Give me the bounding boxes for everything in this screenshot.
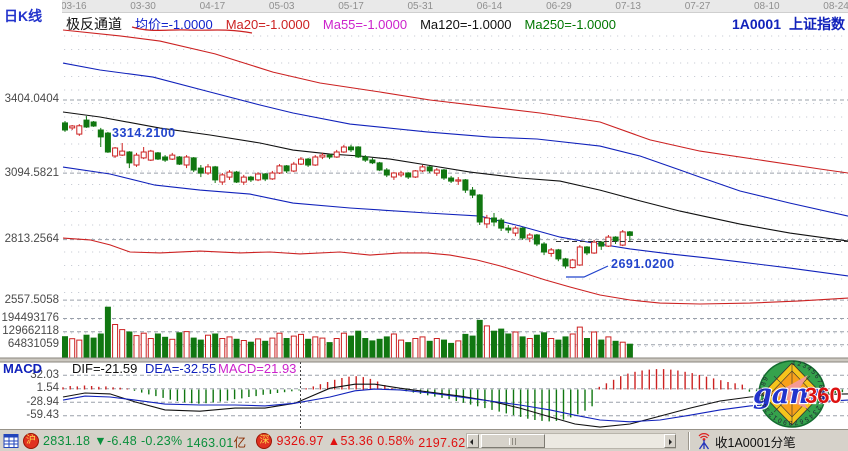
date-tick: 05-03 — [268, 1, 295, 12]
date-tick: 04-17 — [199, 1, 226, 12]
sh-turnover: 1463.01 — [186, 435, 234, 450]
axis-label: 1.54 — [36, 382, 59, 395]
statusbar-divider — [688, 432, 689, 450]
scroll-left-button[interactable] — [467, 434, 479, 448]
sh-index-value: 2831.18 — [43, 434, 91, 448]
indicator-param-row: 极反通道 均价=-1.0000 Ma20=-1.0000 Ma55=-1.0000 Ma… — [66, 14, 629, 32]
indicator-name: 极反通道 — [66, 16, 122, 32]
date-tick: 07-13 — [615, 1, 641, 12]
sz-turnover: 2197.62 — [418, 435, 466, 450]
date-tick: 08-24 — [823, 1, 848, 12]
feed-status: 收1A0001分笔 — [697, 430, 796, 451]
axis-label: 64831059 — [7, 338, 59, 351]
annotation-low: 2691.0200 — [611, 257, 675, 271]
horizontal-scrollbar[interactable] — [466, 433, 676, 449]
sz-index-change: ▲53.36 — [327, 434, 374, 448]
axis-label: 3094.5821 — [4, 166, 59, 179]
feed-status-label[interactable]: 收1A0001分笔 — [715, 435, 796, 450]
annotation-high: 3314.2100 — [112, 126, 176, 140]
date-axis: 03-16 03-30 04-17 05-03 05-17 05-31 06-14 06-29… — [62, 0, 848, 13]
date-tick: 03-30 — [130, 1, 156, 12]
sh-index-change: ▼-6.48 — [94, 434, 137, 448]
symbol-name: 上证指数 — [789, 16, 845, 32]
date-tick: 06-14 — [476, 1, 503, 12]
axis-label: 2557.5058 — [4, 293, 59, 306]
axis-label: 129662118 — [2, 325, 59, 338]
date-tick: 03-16 — [62, 1, 87, 12]
axis-label: 3404.0404 — [4, 93, 59, 106]
axis-label: -59.43 — [26, 409, 59, 422]
macd-macd-value: MACD=21.93 — [218, 361, 297, 376]
scroll-right-button[interactable] — [664, 434, 676, 448]
macd-dea-value: DEA=-32.55 — [145, 361, 217, 376]
axis-label: 2813.2564 — [4, 233, 59, 246]
chart-period-label: 日K线 — [4, 8, 43, 24]
logo-word: gann — [753, 379, 829, 410]
sz-index-value: 9326.97 — [276, 434, 324, 448]
indicator-param-3: Ma120=-1.0000 — [420, 17, 512, 32]
date-tick: 08-10 — [754, 1, 780, 12]
date-tick: 07-27 — [684, 1, 711, 12]
date-tick: 06-29 — [546, 1, 572, 12]
date-tick: 05-17 — [338, 1, 364, 12]
scrollbar-thumb[interactable] — [481, 434, 545, 448]
status-bar: 沪 2831.18 ▼-6.48 -0.23% 1463.01亿 深 9326.… — [0, 429, 848, 451]
symbol-label: 1A0001 上证指数 — [732, 14, 845, 34]
macd-dif-value: DIF=-21.59 — [72, 361, 138, 376]
axis-label: 194493176 — [1, 311, 59, 324]
indicator-param-4: Ma250=-1.0000 — [524, 17, 616, 32]
indicator-param-2: Ma55=-1.0000 — [322, 17, 408, 32]
date-tick: 05-31 — [407, 1, 434, 12]
macd-pane-title: MACD — [3, 361, 42, 376]
shenzhen-market-icon[interactable]: 深 — [256, 433, 273, 449]
gann360-logo: gann 360 12345678901234567890123456789 — [752, 360, 843, 428]
shanghai-market-icon[interactable]: 沪 — [23, 433, 39, 449]
main-chart[interactable] — [0, 0, 848, 429]
sh-turnover-unit: 亿 — [233, 435, 247, 450]
market-ticker: 沪 2831.18 ▼-6.48 -0.23% 1463.01亿 深 9326.… — [3, 430, 478, 451]
indicator-param-0: 均价=-1.0000 — [135, 17, 213, 32]
sz-index-pct: 0.58% — [377, 434, 415, 448]
indicator-param-1: Ma20=-1.0000 — [225, 17, 310, 32]
antenna-icon — [698, 432, 710, 449]
grid-icon[interactable] — [3, 433, 19, 449]
logo-number: 360 — [805, 383, 842, 408]
axis-label: 32.03 — [30, 368, 59, 381]
sh-index-pct: -0.23% — [140, 434, 183, 448]
axis-label: -28.94 — [26, 395, 59, 408]
symbol-code: 1A0001 — [731, 16, 781, 32]
